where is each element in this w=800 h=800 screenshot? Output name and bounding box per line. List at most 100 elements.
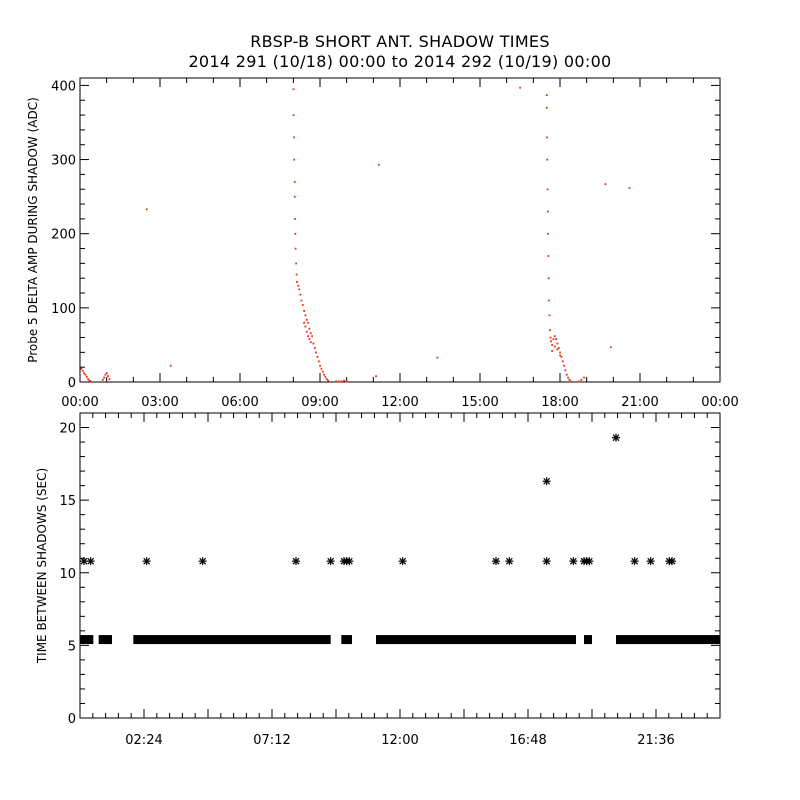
- data-point: [104, 373, 107, 376]
- asterisk-marker: [612, 433, 620, 442]
- x-tick-label: 15:00: [461, 395, 498, 410]
- asterisk-marker: [86, 557, 95, 566]
- data-point: [324, 376, 327, 378]
- data-point: [548, 299, 550, 302]
- data-point: [551, 344, 553, 346]
- data-point: [292, 88, 295, 91]
- data-point: [550, 340, 552, 343]
- x-tick-label: 21:00: [621, 395, 658, 410]
- data-point: [299, 293, 302, 296]
- data-point: [551, 350, 553, 352]
- y-tick-label: 0: [68, 376, 76, 391]
- data-point: [312, 342, 315, 345]
- data-point: [308, 338, 311, 340]
- data-point: [145, 208, 148, 211]
- asterisk-marker: [345, 557, 354, 566]
- data-point: [561, 360, 564, 363]
- data-point: [297, 284, 300, 287]
- data-point: [305, 318, 308, 321]
- chart-subtitle: 2014 291 (10/18) 00:00 to 2014 292 (10/1…: [188, 52, 612, 71]
- data-point: [304, 314, 307, 317]
- data-point: [547, 277, 550, 280]
- data-point: [292, 114, 295, 117]
- data-point: [327, 379, 329, 382]
- data-point: [304, 325, 307, 328]
- data-point: [335, 380, 337, 383]
- data-point: [296, 281, 298, 283]
- y-axis-title: TIME BETWEEN SHADOWS (SEC): [35, 468, 49, 664]
- data-point: [169, 364, 172, 367]
- data-point: [604, 183, 607, 186]
- x-tick-label: 09:00: [301, 395, 338, 410]
- data-point: [340, 380, 343, 383]
- chart-title: RBSP-B SHORT ANT. SHADOW TIMES: [250, 32, 550, 51]
- data-point: [323, 373, 325, 376]
- asterisk-marker: [292, 557, 300, 566]
- data-point: [343, 379, 345, 382]
- asterisk-marker: [646, 557, 655, 566]
- data-point: [85, 376, 88, 378]
- data-point: [303, 321, 305, 324]
- data-point: [567, 376, 569, 379]
- data-point: [307, 335, 309, 338]
- data-point: [83, 372, 85, 375]
- bottom-plot-frame: [79, 412, 721, 719]
- asterisk-marker: [505, 557, 514, 566]
- data-point: [320, 367, 323, 370]
- asterisk-marker: [198, 557, 207, 566]
- data-point: [436, 356, 439, 359]
- data-point: [560, 355, 563, 358]
- y-axis-title: Probe 5 DELTA AMP DURING SHADOW (ADC): [26, 97, 40, 363]
- data-point: [88, 379, 91, 382]
- data-point: [101, 378, 104, 381]
- data-point: [568, 378, 571, 381]
- asterisk-marker: [142, 557, 151, 566]
- data-point: [293, 195, 296, 198]
- data-point: [315, 351, 317, 354]
- data-point: [298, 288, 301, 291]
- asterisk-marker: [542, 477, 551, 486]
- data-point: [345, 380, 348, 383]
- data-point: [89, 380, 92, 383]
- data-point: [565, 373, 568, 376]
- data-point: [319, 364, 321, 367]
- data-point: [301, 304, 304, 306]
- data-point: [559, 351, 561, 354]
- data-point: [580, 378, 583, 381]
- x-tick-label: 00:00: [701, 395, 738, 410]
- data-point: [316, 355, 319, 358]
- y-tick-label: 400: [51, 79, 76, 94]
- data-point: [309, 341, 312, 343]
- data-point: [107, 375, 109, 378]
- baseline-marker-band: [80, 635, 94, 645]
- data-point: [80, 367, 83, 370]
- data-point: [577, 380, 580, 383]
- data-point: [546, 158, 549, 161]
- data-point: [87, 378, 89, 381]
- x-tick-label: 00:00: [61, 395, 98, 410]
- data-point: [375, 375, 377, 378]
- x-tick-label: 18:00: [541, 395, 578, 410]
- baseline-marker-band: [584, 635, 592, 645]
- data-point: [546, 136, 548, 139]
- data-point: [547, 232, 549, 235]
- bottom-panel: 02:24 07:12 12:00 16:48 21:36 0 5 10 15 20 TIME BE…: [35, 412, 721, 748]
- asterisk-marker: [585, 557, 594, 566]
- data-point: [293, 136, 295, 139]
- baseline-marker-band: [98, 635, 112, 645]
- x-tick-label: 16:48: [509, 733, 546, 748]
- data-point: [81, 370, 84, 372]
- data-point: [84, 373, 87, 376]
- baseline-marker-band: [133, 635, 331, 645]
- top-panel: 00:00 03:00 06:00 09:00 12:00 15:00 18:00 21:00…: [26, 77, 739, 410]
- asterisk-marker: [569, 557, 578, 566]
- data-point: [552, 338, 555, 340]
- x-tick-label: 07:12: [253, 733, 290, 748]
- data-point: [555, 338, 557, 340]
- data-point: [547, 255, 550, 257]
- data-point: [293, 181, 296, 183]
- data-point: [556, 348, 559, 351]
- y-tick-label: 100: [51, 302, 76, 317]
- data-point: [549, 329, 551, 332]
